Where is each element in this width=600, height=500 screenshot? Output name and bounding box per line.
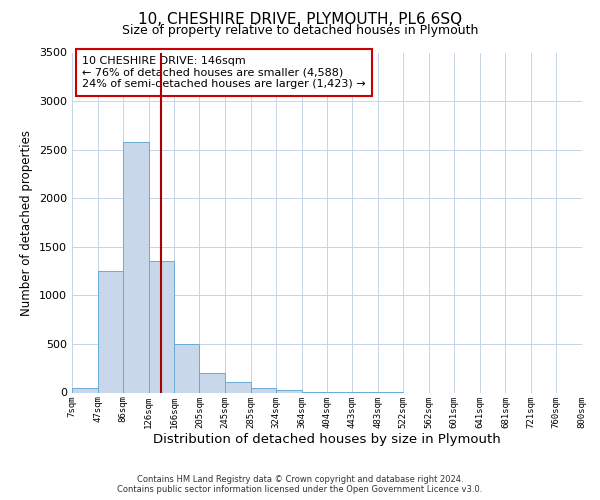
X-axis label: Distribution of detached houses by size in Plymouth: Distribution of detached houses by size … (153, 433, 501, 446)
Text: 10, CHESHIRE DRIVE, PLYMOUTH, PL6 6SQ: 10, CHESHIRE DRIVE, PLYMOUTH, PL6 6SQ (138, 12, 462, 28)
Bar (225, 382, 251, 392)
Bar (149, 262, 174, 392)
Bar (276, 390, 302, 392)
Bar (199, 373, 225, 392)
Bar (98, 271, 123, 392)
Bar (72, 388, 98, 392)
Y-axis label: Number of detached properties: Number of detached properties (20, 130, 34, 316)
Bar (174, 344, 199, 393)
Text: 10 CHESHIRE DRIVE: 146sqm
← 76% of detached houses are smaller (4,588)
24% of se: 10 CHESHIRE DRIVE: 146sqm ← 76% of detac… (82, 56, 366, 89)
Text: Size of property relative to detached houses in Plymouth: Size of property relative to detached ho… (122, 24, 478, 37)
Text: Contains HM Land Registry data © Crown copyright and database right 2024.
Contai: Contains HM Land Registry data © Crown c… (118, 474, 482, 494)
Bar (251, 388, 276, 392)
Bar (123, 142, 149, 393)
